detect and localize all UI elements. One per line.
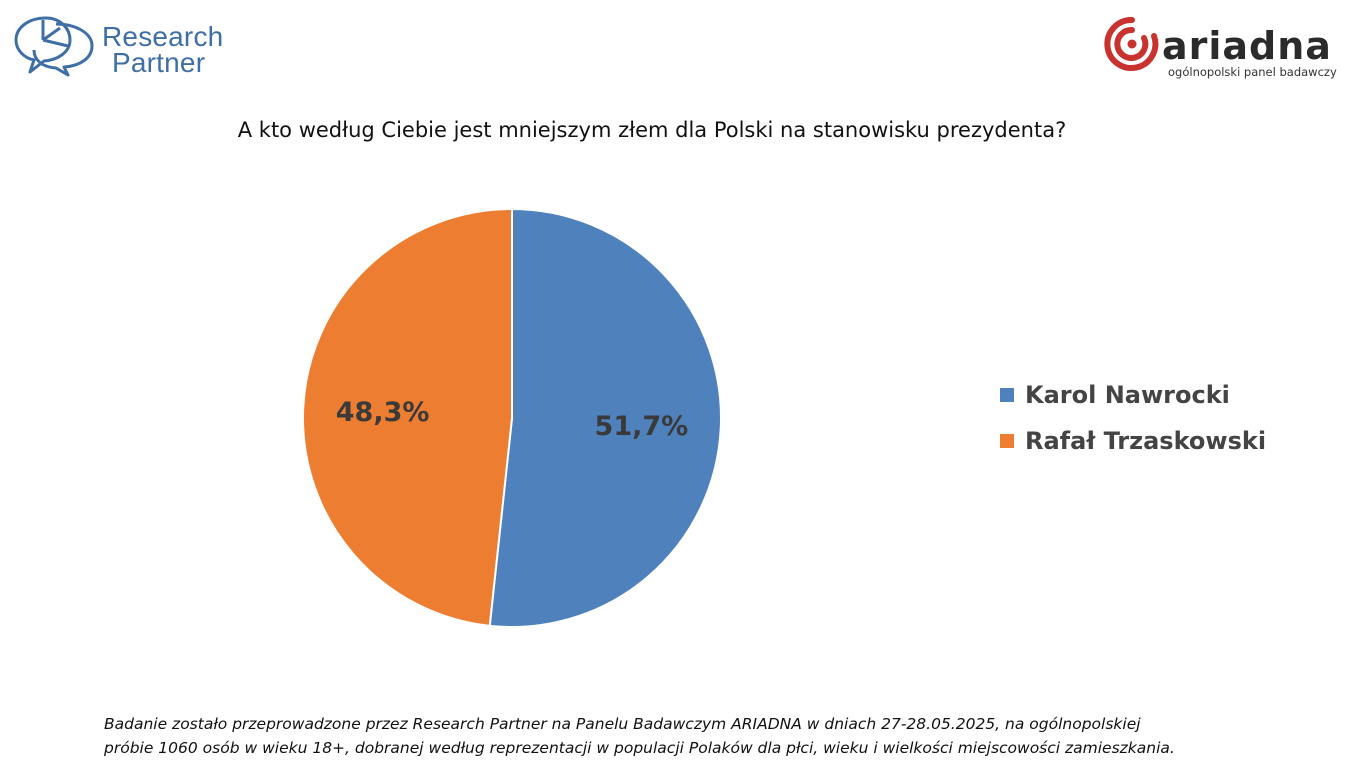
research-partner-wordmark: Research Partner — [102, 21, 224, 78]
legend-label: Rafał Trzaskowski — [1025, 427, 1267, 455]
logo-line-1: Research — [102, 21, 224, 52]
research-partner-logo: Research Partner — [12, 14, 242, 80]
spiral-icon — [1104, 16, 1159, 71]
legend-label: Karol Nawrocki — [1025, 381, 1230, 409]
slice-label-2: 48,3% — [336, 397, 430, 428]
pie-slice-1 — [488, 207, 722, 628]
ariadna-wordmark: ariadna — [1162, 24, 1332, 68]
logo-line-2: Partner — [112, 47, 206, 78]
chart-title: A kto według Ciebie jest mniejszym złem … — [237, 118, 1067, 142]
legend-swatch — [1000, 434, 1014, 448]
legend-swatch — [1000, 388, 1014, 402]
methodology-footnote: Badanie zostało przeprowadzone przez Res… — [104, 712, 1284, 760]
pie-slice-2 — [302, 207, 513, 627]
ariadna-tagline: ogólnopolski panel badawczy — [1168, 65, 1337, 79]
ariadna-logo: ariadna ogólnopolski panel badawczy — [1104, 16, 1354, 86]
speech-bubbles-pie-icon — [14, 16, 94, 77]
legend-item-1: Karol Nawrocki — [1000, 378, 1266, 412]
footnote-line-1: Badanie zostało przeprowadzone przez Res… — [104, 715, 1141, 733]
chart-legend: Karol Nawrocki Rafał Trzaskowski — [1000, 378, 1266, 470]
footnote-line-2: próbie 1060 osób w wieku 18+, dobranej w… — [104, 739, 1175, 757]
slice-label-1: 51,7% — [595, 411, 689, 442]
legend-item-2: Rafał Trzaskowski — [1000, 424, 1266, 458]
